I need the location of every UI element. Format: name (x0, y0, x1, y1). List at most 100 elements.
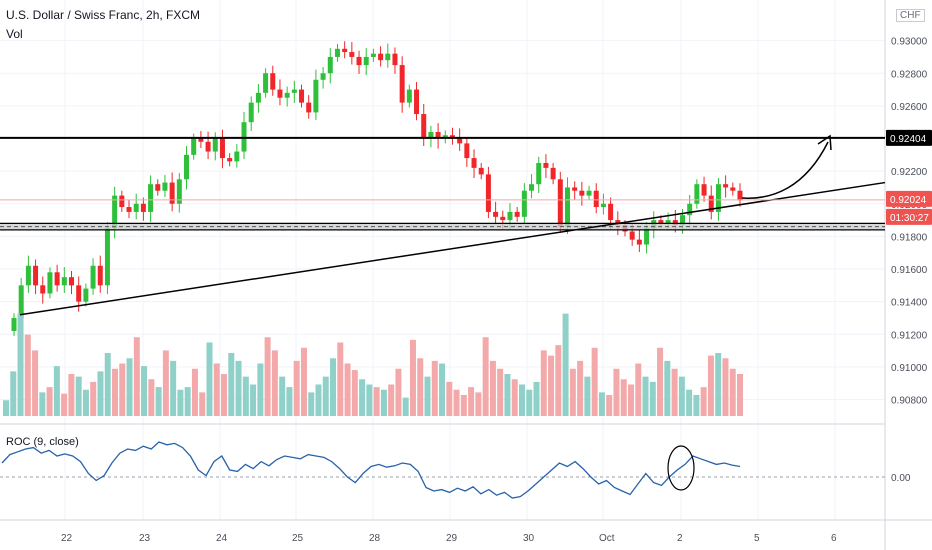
volume-bar (264, 337, 271, 416)
y-tick-label: 0.91800 (891, 232, 928, 243)
candle (579, 181, 585, 206)
volume-bar (279, 376, 286, 416)
countdown-tag-bg (886, 208, 932, 225)
candle (205, 131, 211, 160)
volume-bar (126, 358, 133, 416)
volume-bar (351, 370, 358, 416)
roc-label[interactable]: ROC (9, close) (6, 436, 79, 448)
candle-body (485, 174, 491, 212)
volume-bar (380, 389, 387, 416)
volume-bar (3, 400, 9, 416)
candle (557, 171, 563, 233)
volume-bar (424, 376, 431, 416)
candle (327, 48, 333, 84)
candle-body (90, 265, 96, 289)
candle-body (586, 190, 592, 196)
volume-bar (678, 376, 685, 416)
candle-body (478, 167, 484, 175)
volume-bar (133, 337, 140, 416)
candle (478, 162, 484, 180)
candle-body (737, 190, 743, 201)
volume-bar (518, 384, 525, 416)
candle (464, 137, 470, 167)
price-axis: 0.930000.928000.926000.922000.920000.918… (886, 37, 932, 484)
volume-bar (61, 393, 68, 416)
volume-bar (431, 360, 438, 416)
candle-body (564, 187, 570, 227)
candle (299, 84, 305, 108)
symbol-title[interactable]: U.S. Dollar / Swiss Franc, 2h, FXCM (6, 8, 201, 22)
volume-bar (177, 389, 184, 416)
volume-bar (620, 379, 627, 416)
x-tick-label: Oct (599, 533, 615, 544)
volume-bar (68, 374, 75, 416)
x-tick-label: 28 (369, 533, 381, 544)
candle-body (270, 73, 276, 90)
y-tick-label: 0.91600 (891, 265, 928, 276)
volume-bar (373, 387, 380, 416)
candle (69, 270, 75, 295)
candle-body (313, 79, 319, 113)
candle-body (349, 52, 355, 57)
volume-bar (293, 360, 300, 416)
volume-bar (562, 313, 569, 416)
candle (320, 67, 326, 89)
last-price-tag-text: 0.92024 (890, 195, 927, 206)
candle (723, 175, 729, 198)
volume-bar (228, 353, 235, 416)
volume-bar (598, 392, 605, 416)
candle-body (399, 65, 405, 103)
candle (11, 313, 17, 336)
volume-bar (511, 379, 518, 416)
drawings (0, 134, 886, 316)
volume-bar (475, 392, 482, 416)
candle (737, 183, 743, 207)
volume-bar (504, 374, 511, 416)
candle-body (608, 203, 614, 221)
volume-bar (446, 381, 453, 416)
candle-body (47, 272, 53, 294)
candle-body (40, 285, 46, 294)
roc-line (1, 441, 741, 499)
candle-body (593, 190, 599, 208)
candle (263, 68, 269, 98)
volume-bar (53, 366, 60, 416)
candle-body (414, 89, 420, 115)
volume-bar (235, 360, 242, 416)
candle (457, 128, 463, 151)
candle (600, 193, 606, 215)
candle (306, 95, 312, 119)
candle-body (514, 211, 520, 217)
volume-bar (722, 358, 729, 416)
volume-bar (10, 371, 17, 416)
candle (485, 166, 491, 219)
candle (334, 43, 340, 62)
candle (90, 258, 96, 295)
candles (11, 41, 743, 336)
candle-body (112, 195, 118, 229)
volume-bar (657, 347, 664, 416)
candle (140, 197, 146, 221)
resistance-price-tag-text: 0.92404 (890, 134, 927, 145)
x-tick-label: 23 (139, 533, 151, 544)
volume-bar (591, 347, 598, 416)
candle (529, 174, 535, 199)
candle-body (464, 143, 470, 159)
candle-body (600, 203, 606, 208)
candle-body (536, 162, 542, 185)
candle (514, 207, 520, 222)
x-tick-label: 22 (61, 533, 73, 544)
roc-circle-annotation (667, 445, 695, 491)
volume-bar (635, 363, 642, 416)
volume-bar (32, 350, 39, 416)
volume-bar (199, 392, 206, 416)
volume-bar (191, 368, 198, 416)
candle (730, 182, 736, 196)
candle (593, 183, 599, 214)
candle-body (169, 182, 175, 204)
candle-body (521, 190, 527, 217)
candle-body (406, 89, 412, 103)
volume-bar (206, 342, 213, 416)
candle-body (104, 228, 110, 286)
